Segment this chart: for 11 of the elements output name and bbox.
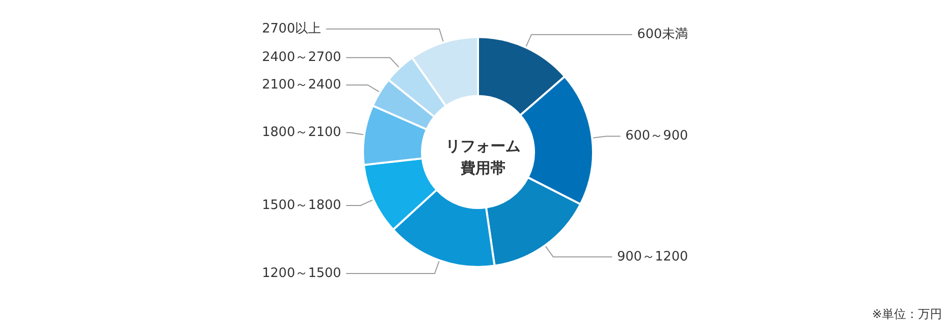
text: ※単位：万円 [872,307,942,321]
slice-label: 2400～2700 [262,50,342,66]
slice-label: 2100～2400 [262,77,342,92]
slice-label: 2700以上 [262,21,322,36]
slice-label: 1500～1800 [262,198,342,213]
text: リフォーム費用帯 [446,137,520,177]
slice-label: 900～1200 [617,249,688,264]
slice-label: 1200～1500 [262,266,342,282]
slice-label: 600未満 [637,27,688,42]
slice-label: 1800～2100 [262,125,342,140]
slice-label: 600～900 [625,128,688,144]
